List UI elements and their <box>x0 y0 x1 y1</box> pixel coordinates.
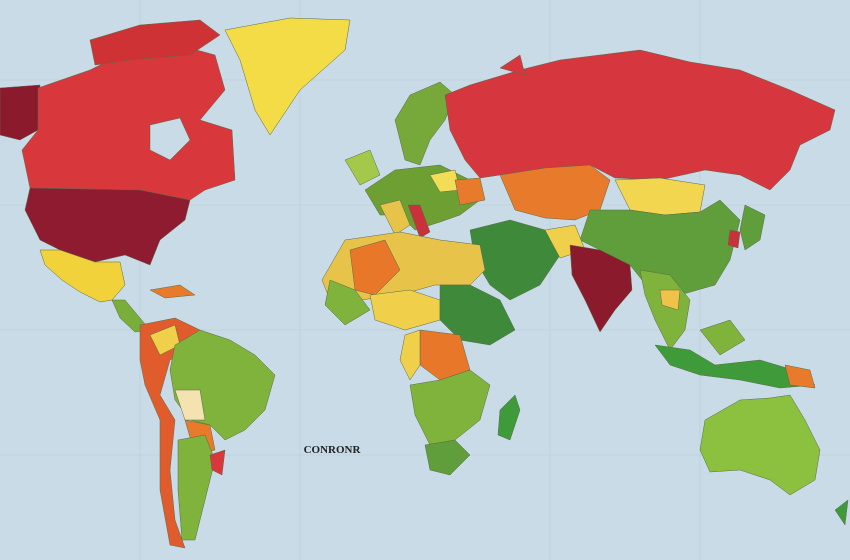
land <box>0 17 849 549</box>
country <box>499 54 526 76</box>
country <box>497 394 521 441</box>
country <box>89 19 221 66</box>
country <box>407 204 431 239</box>
country <box>177 434 216 541</box>
country <box>174 389 206 421</box>
country <box>727 229 741 249</box>
country <box>149 284 196 299</box>
map-label: CONRONR <box>304 444 362 456</box>
country <box>454 177 486 206</box>
country <box>324 279 371 326</box>
country <box>209 449 226 476</box>
country <box>654 344 816 389</box>
country <box>834 499 849 526</box>
country <box>224 17 351 136</box>
country <box>569 244 633 333</box>
country <box>659 289 681 311</box>
country <box>379 199 411 236</box>
country <box>344 149 381 186</box>
country <box>784 364 816 389</box>
country <box>0 84 41 141</box>
country <box>149 117 191 161</box>
country <box>399 329 421 381</box>
country <box>699 394 821 496</box>
country <box>699 319 746 356</box>
country <box>424 439 471 476</box>
country <box>24 187 191 266</box>
country <box>739 204 766 251</box>
country <box>394 81 456 166</box>
country <box>439 284 516 346</box>
country <box>349 239 401 296</box>
